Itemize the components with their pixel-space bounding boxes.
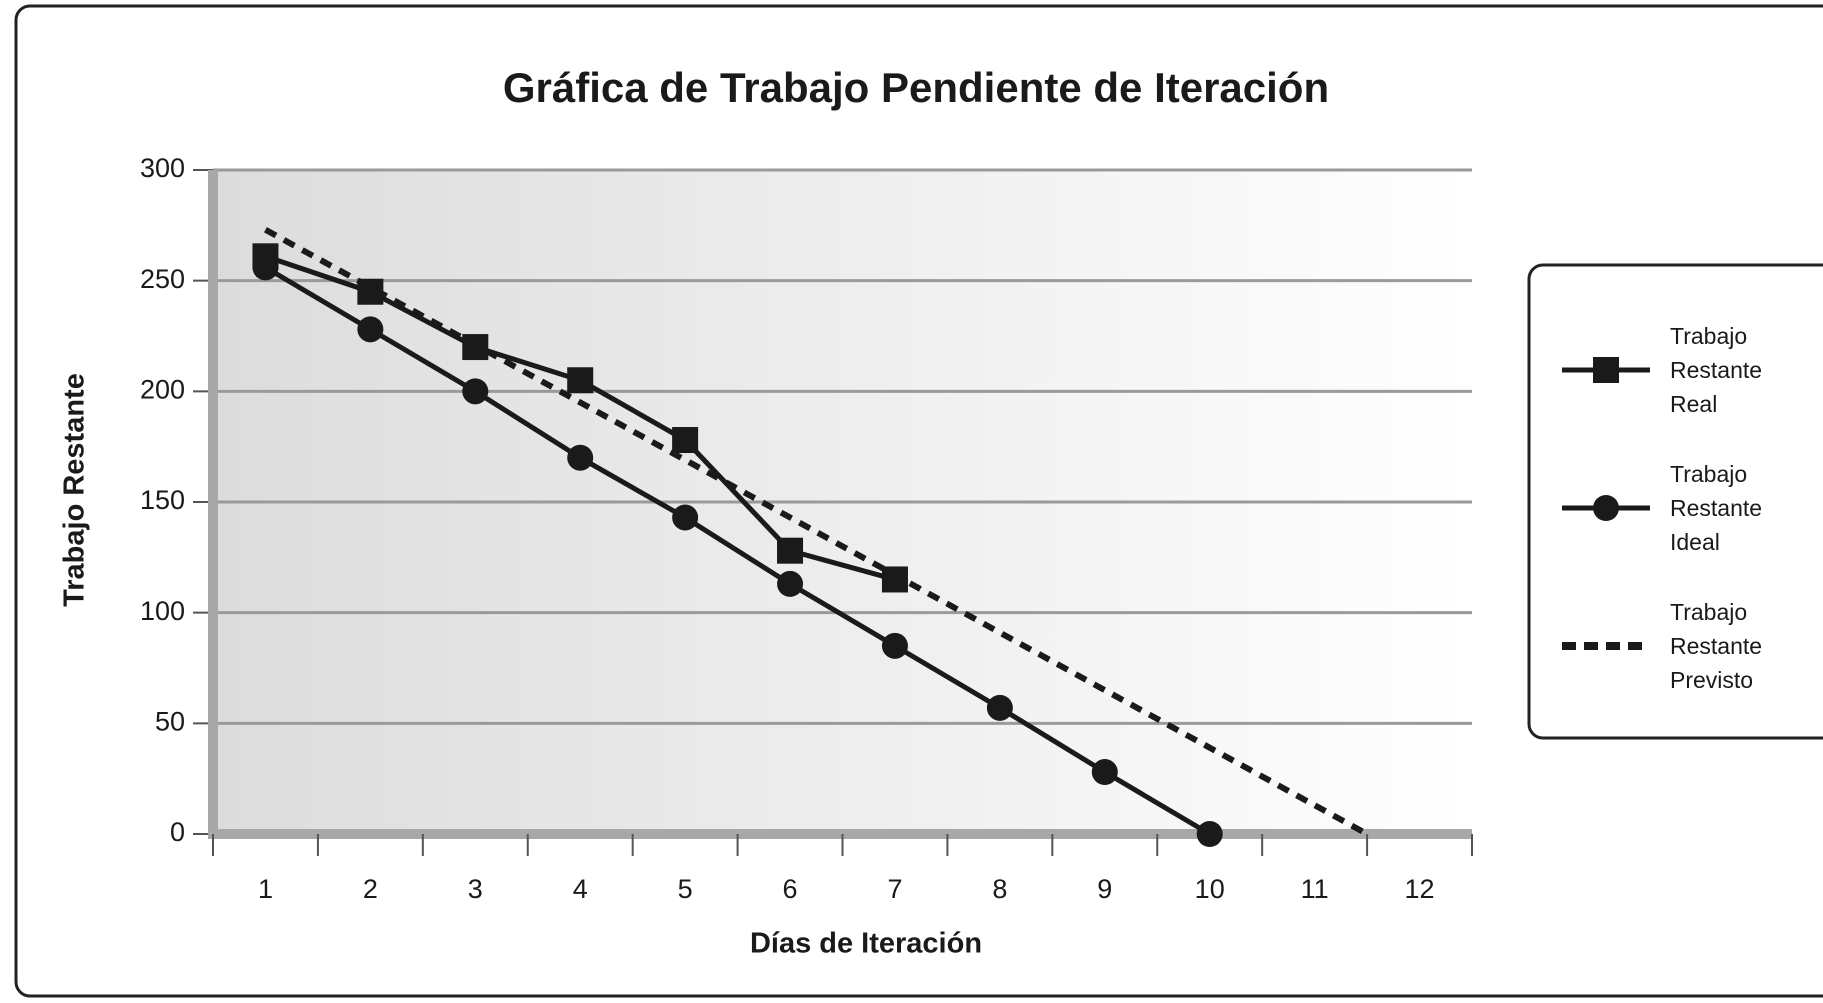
y-tick-label: 250 (140, 264, 185, 294)
legend-label: Trabajo Restante Real (1670, 323, 1763, 417)
y-tick-label: 50 (155, 706, 185, 736)
y-tick-label: 150 (140, 485, 185, 515)
x-tick-label: 11 (1301, 874, 1329, 904)
data-point (357, 316, 384, 343)
x-tick-label: 5 (678, 874, 693, 904)
data-point (462, 378, 489, 405)
x-tick-label: 7 (887, 874, 902, 904)
x-tick-label: 10 (1195, 874, 1225, 904)
data-point (777, 537, 804, 564)
x-tick-label: 2 (363, 874, 378, 904)
x-tick-label: 9 (1097, 874, 1112, 904)
y-tick-label: 0 (170, 817, 185, 847)
x-tick-label: 6 (783, 874, 798, 904)
legend-label: Trabajo Restante Previsto (1670, 599, 1763, 693)
legend-label: Trabajo Restante Ideal (1670, 461, 1763, 555)
x-tick-label: 3 (468, 874, 483, 904)
data-point (252, 254, 279, 281)
data-point (672, 504, 699, 531)
y-tick-label: 300 (140, 153, 185, 183)
x-axis-label: Días de Iteración (750, 928, 982, 960)
y-tick-label: 200 (140, 374, 185, 404)
data-point (567, 444, 594, 471)
chart-title: Gráfica de Trabajo Pendiente de Iteració… (503, 64, 1329, 111)
legend-marker (1593, 357, 1619, 383)
y-axis-label: Trabajo Restante (59, 373, 91, 607)
data-point (881, 632, 908, 659)
series-line (264, 265, 1211, 837)
x-tick-label: 4 (573, 874, 588, 904)
y-tick-label: 100 (140, 596, 185, 626)
data-point (672, 427, 699, 454)
legend-marker (1593, 495, 1619, 521)
legend-box (1527, 263, 1823, 740)
x-tick-label: 12 (1405, 874, 1435, 904)
data-point (567, 367, 594, 394)
data-point (986, 694, 1013, 721)
frame (14, 4, 1823, 998)
x-tick-label: 8 (992, 874, 1007, 904)
data-point (1091, 759, 1118, 786)
data-point (777, 570, 804, 597)
data-point (1196, 821, 1223, 847)
x-tick-label: 1 (258, 874, 273, 904)
data-point (881, 566, 908, 593)
